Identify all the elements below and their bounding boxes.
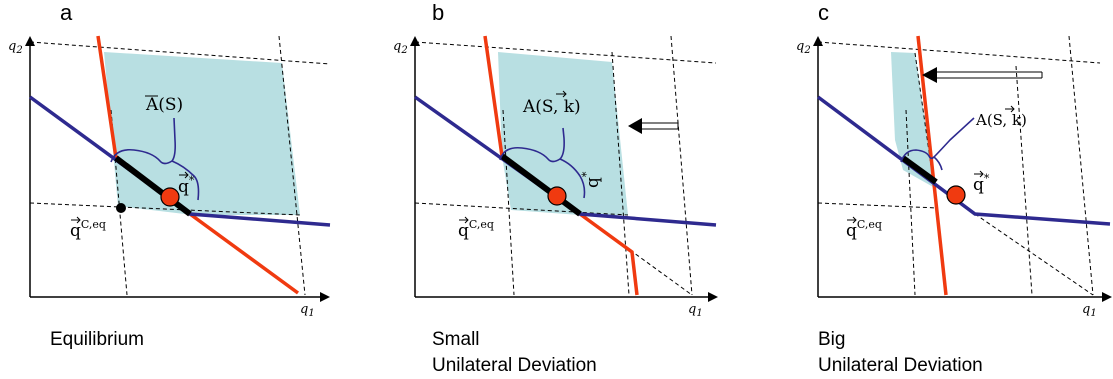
q-star-label: q* bbox=[580, 171, 603, 188]
feasible-region bbox=[104, 52, 300, 215]
panel-a: a q2 q1 A(S) q* qC,eq bbox=[8, 0, 331, 350]
y-axis-label: q2 bbox=[8, 39, 23, 56]
dashed-guides bbox=[414, 35, 717, 296]
panel-c: c q2 q1 A(S, k) q* qC,eq bbox=[796, 0, 1112, 376]
q-ceq-label: qC,eq bbox=[846, 218, 882, 241]
set-label: A(S) bbox=[145, 95, 183, 115]
red-best-response-line bbox=[916, 35, 948, 296]
svg-text:q*: q* bbox=[580, 171, 603, 188]
feasible-region bbox=[891, 52, 935, 188]
x-axis-label: q1 bbox=[688, 302, 703, 319]
panel-b: b q2 q1 A(S, k) q* qC,eq bbox=[393, 0, 718, 376]
q-star-point bbox=[547, 186, 567, 206]
caption-line-2: Unilateral Deviation bbox=[432, 355, 597, 376]
q-star-label: q* bbox=[973, 172, 990, 195]
blue-best-response-line bbox=[816, 95, 1111, 226]
x-axis-label: q1 bbox=[1082, 302, 1097, 319]
brace bbox=[499, 127, 586, 199]
caption-line-2: Unilateral Deviation bbox=[818, 355, 983, 376]
vector-arrow bbox=[556, 90, 567, 98]
vector-arrow bbox=[847, 216, 857, 224]
dashed-guides bbox=[817, 35, 1101, 296]
y-axis-label: q2 bbox=[796, 39, 811, 56]
caption-line-1: Equilibrium bbox=[50, 329, 144, 350]
y-axis-label: q2 bbox=[393, 39, 408, 56]
q-ceq-point bbox=[116, 203, 126, 213]
vector-arrow bbox=[179, 171, 189, 179]
q-ceq-label: qC,eq bbox=[458, 218, 494, 241]
q-star-point bbox=[160, 187, 180, 207]
panel-letter: b bbox=[432, 0, 444, 25]
q-star-point bbox=[946, 185, 966, 205]
black-segment bbox=[500, 153, 582, 217]
x-axis-label: q1 bbox=[300, 302, 315, 319]
black-segment bbox=[114, 155, 192, 217]
caption-line-1: Small bbox=[432, 329, 480, 350]
set-label: A(S, k) bbox=[975, 111, 1027, 129]
vector-arrow bbox=[459, 216, 469, 224]
deviation-arrow bbox=[922, 67, 1043, 83]
vector-arrow bbox=[974, 170, 984, 178]
set-label: A(S, k) bbox=[522, 97, 581, 117]
deviation-arrow bbox=[628, 118, 679, 134]
panel-letter: c bbox=[818, 0, 829, 25]
black-segment bbox=[901, 155, 938, 185]
vector-arrow bbox=[71, 216, 81, 224]
q-ceq-label: qC,eq bbox=[70, 218, 106, 241]
caption-line-1: Big bbox=[818, 329, 845, 350]
brace bbox=[900, 117, 975, 171]
q-star-label: q* bbox=[178, 174, 195, 197]
brace bbox=[110, 117, 200, 201]
vector-arrow bbox=[1005, 105, 1015, 113]
panel-letter: a bbox=[60, 0, 73, 25]
